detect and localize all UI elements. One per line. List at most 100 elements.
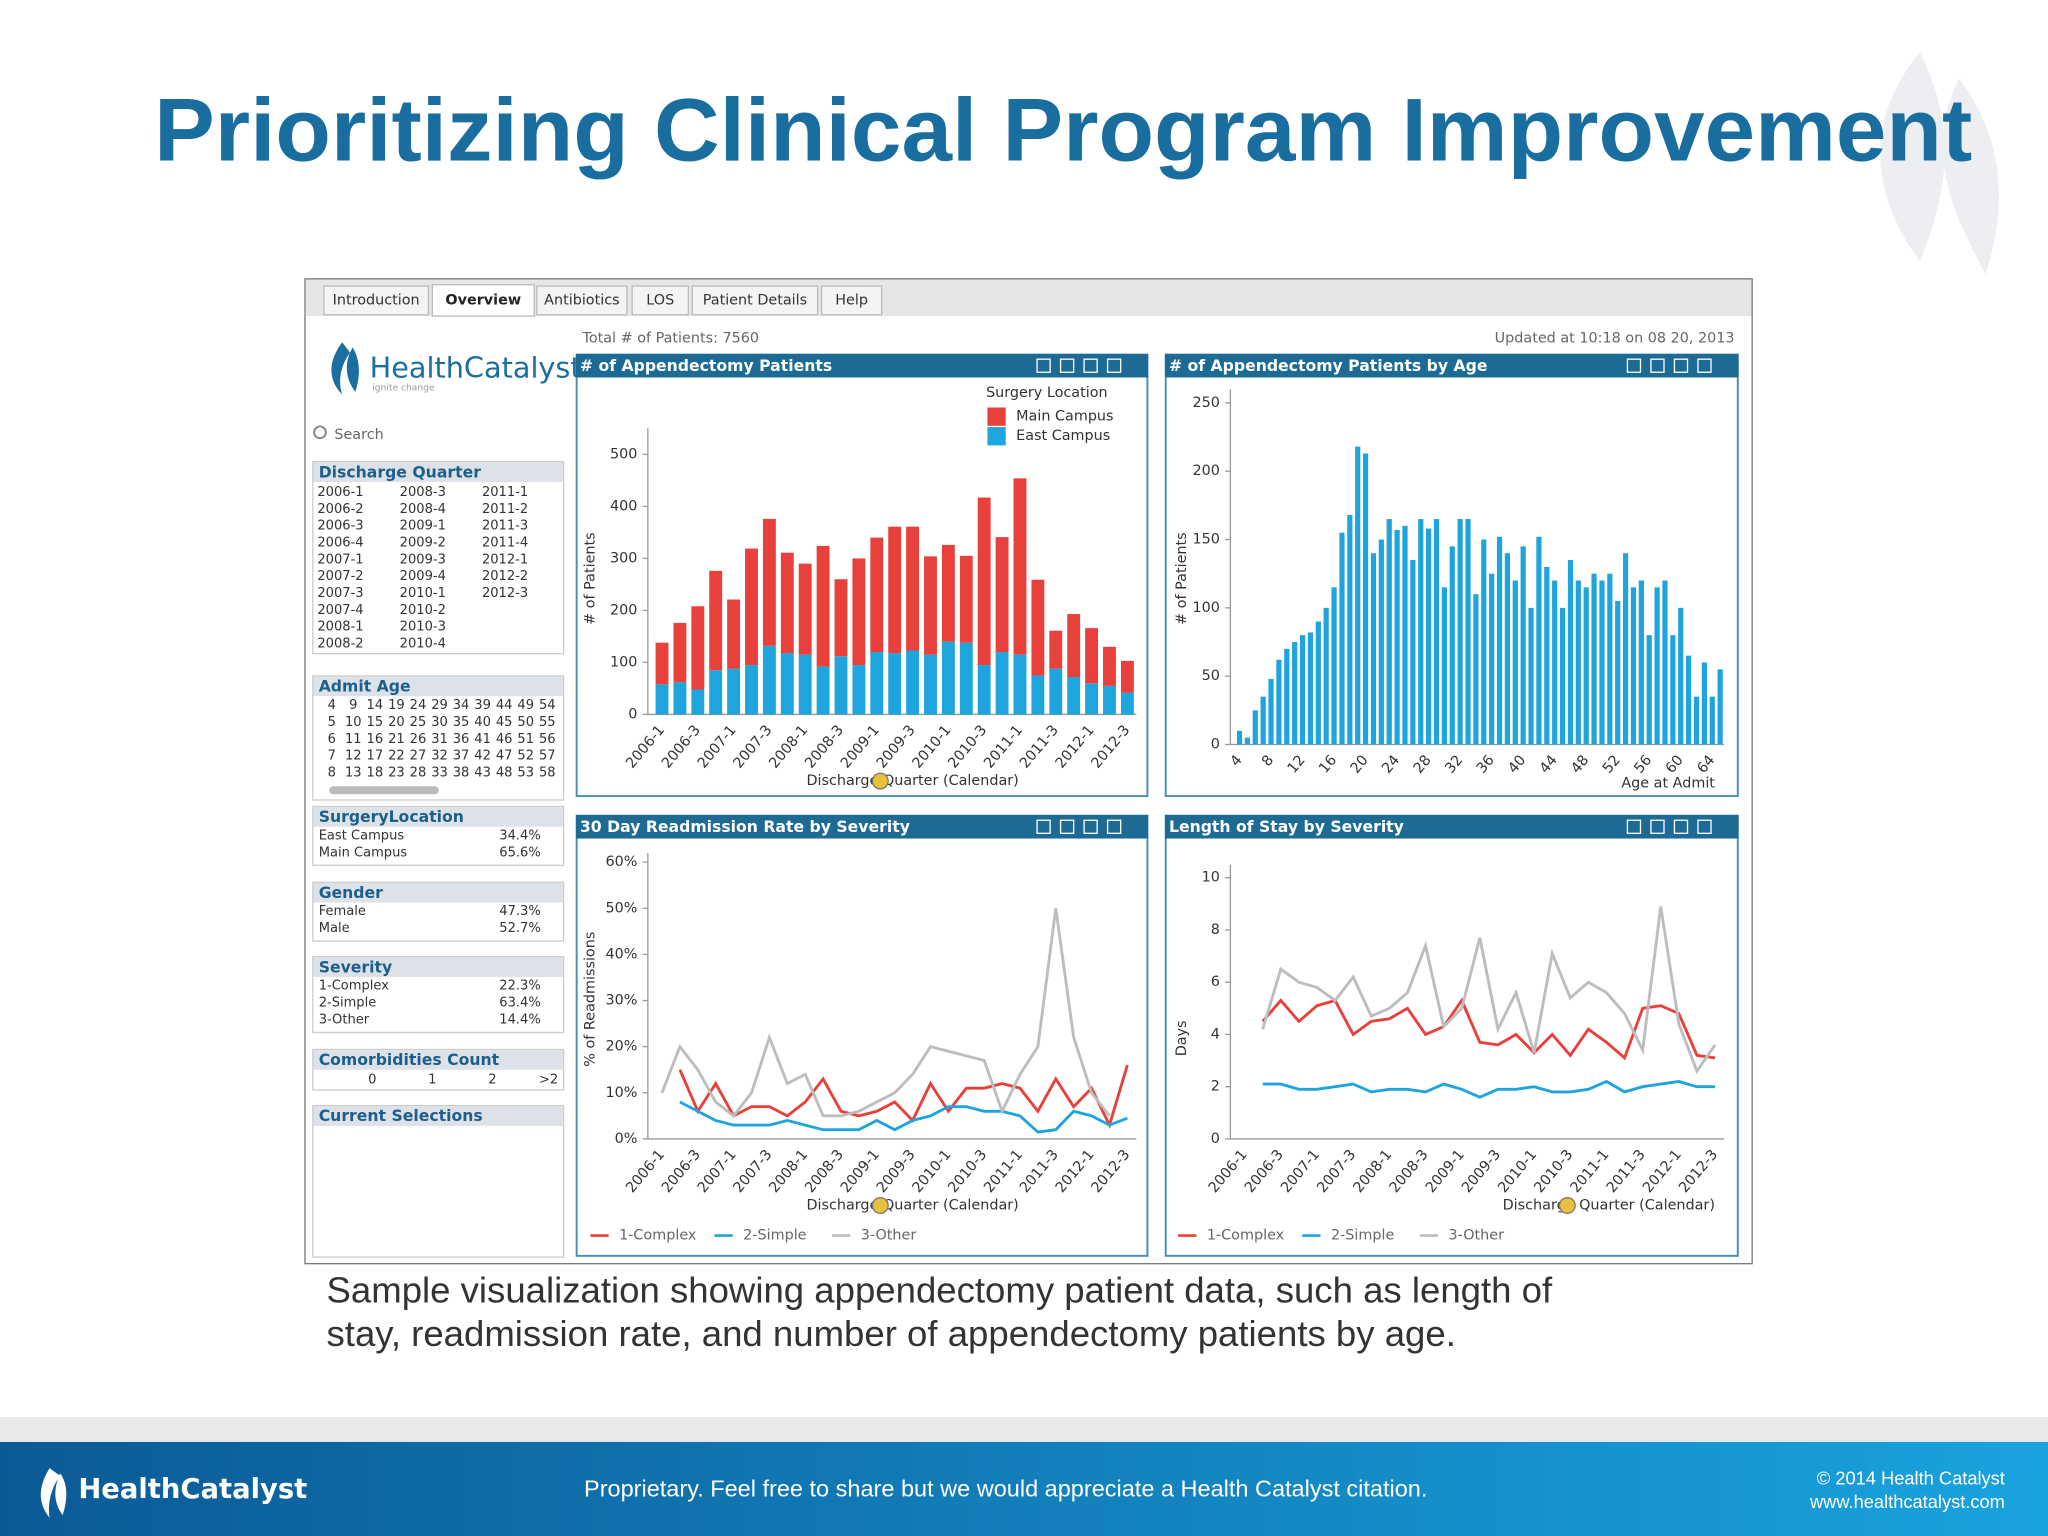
bar: [1378, 539, 1384, 745]
bar: [1347, 514, 1353, 745]
watermark: [1880, 52, 1999, 275]
bar: [1331, 587, 1337, 745]
filter-item: 29: [431, 698, 448, 713]
bar-segment: [888, 526, 902, 654]
bar-segment: [1103, 646, 1116, 686]
bar-segment: [1031, 579, 1045, 676]
bar: [1670, 635, 1676, 745]
tab-label[interactable]: LOS: [646, 292, 674, 308]
legend-label: 1-Complex: [1207, 1228, 1285, 1244]
bar-segment: [691, 606, 705, 690]
filter-item: 27: [410, 749, 427, 764]
bar: [1449, 546, 1455, 745]
tab-label[interactable]: Overview: [445, 292, 521, 308]
header-icon: [1059, 819, 1075, 834]
filter-item: 19: [388, 698, 405, 713]
tab[interactable]: [536, 285, 628, 316]
tab-label[interactable]: Introduction: [333, 292, 420, 308]
bar: [1433, 519, 1440, 745]
filter-item: 2008-4: [400, 502, 446, 517]
footer: [0, 1441, 2048, 1536]
y-tick-label: 0: [628, 706, 637, 722]
bar: [1323, 607, 1329, 745]
bar: [1544, 566, 1550, 745]
bar: [1504, 553, 1511, 745]
bar: [1339, 532, 1345, 745]
header-icon: [1650, 819, 1665, 834]
bar: [1654, 587, 1660, 745]
header-icon: [1697, 819, 1712, 834]
tab-label[interactable]: Help: [835, 292, 868, 308]
bar-segment: [941, 544, 955, 642]
filter-item: 52: [517, 749, 534, 764]
search[interactable]: Search: [334, 427, 383, 443]
filter-item: 18: [367, 766, 384, 781]
bar: [1646, 635, 1652, 745]
bar: [1386, 519, 1392, 745]
filter-item: 33: [431, 766, 448, 781]
filter-item: 2012-1: [482, 552, 528, 567]
x-axis-label: Discharge Quarter (Calendar): [806, 1198, 1018, 1214]
legend-label: 3-Other: [1448, 1228, 1504, 1244]
filter-box: [312, 675, 565, 801]
filter-item: 50: [517, 715, 534, 730]
bar: [1410, 560, 1416, 745]
filter-item: 3-Other: [319, 1013, 370, 1028]
tab-label[interactable]: Patient Details: [703, 292, 807, 308]
bar-segment: [798, 563, 812, 655]
chart-title: # of Appendectomy Patients by Age: [1169, 356, 1488, 375]
y-tick-label: 150: [1192, 532, 1219, 548]
chart-panel: [1164, 814, 1739, 1257]
series-line: [679, 1100, 1128, 1134]
chart-title: 30 Day Readmission Rate by Severity: [580, 817, 910, 836]
filter-item: 30: [431, 715, 448, 730]
y-tick-label: 50%: [605, 900, 637, 916]
x-axis-label: Age at Admit: [1621, 776, 1715, 792]
filter-item: 2010-2: [400, 603, 446, 618]
filter-item: 17: [367, 749, 384, 764]
chart-title: # of Appendectomy Patients: [580, 356, 832, 375]
filter-item: Main Campus: [319, 845, 408, 860]
tab[interactable]: [323, 285, 430, 316]
bar: [1607, 573, 1613, 745]
bar-segment: [780, 653, 794, 715]
bar-segment: [1103, 685, 1116, 715]
bar-segment: [995, 652, 1009, 715]
bar-segment: [995, 537, 1009, 653]
filter-item: 8: [328, 766, 336, 781]
series-line: [660, 908, 1111, 1118]
bar: [1481, 539, 1487, 745]
bar: [1441, 587, 1447, 745]
filter-item: 32: [431, 749, 448, 764]
bar: [1662, 580, 1668, 745]
tab[interactable]: [631, 285, 689, 316]
search-icon: [313, 425, 327, 440]
filter-item: 23: [388, 766, 405, 781]
calendar-icon: [1558, 1197, 1576, 1215]
filter-title: Admit Age: [319, 677, 411, 696]
filter-item: 2007-4: [317, 603, 363, 618]
tab-label[interactable]: Antibiotics: [544, 292, 619, 308]
chart-header: [576, 815, 1149, 839]
bar-segment: [1120, 692, 1134, 715]
bar: [1252, 710, 1258, 745]
y-tick-label: 200: [610, 602, 637, 618]
bar-segment: [1067, 614, 1081, 678]
filter-title: Severity: [319, 957, 393, 976]
filter-value: 47.3%: [499, 904, 540, 919]
series-line: [1262, 1079, 1716, 1099]
filter-item: 12: [345, 749, 362, 764]
filter-item: 28: [410, 766, 427, 781]
filter-item: 2011-2: [482, 502, 528, 517]
tab[interactable]: [691, 285, 819, 316]
tab[interactable]: [820, 285, 883, 316]
footer-copyright: © 2014 Health Catalyst: [1817, 1468, 2005, 1489]
tab[interactable]: [431, 284, 535, 317]
bar: [1418, 519, 1424, 745]
filter-item: 2012-2: [482, 569, 528, 584]
header-icon: [1697, 358, 1712, 373]
y-axis-label: # of Patients: [582, 532, 598, 624]
bar-segment: [816, 545, 830, 667]
legend-label: East Campus: [1016, 428, 1110, 444]
filter-item: 25: [410, 715, 427, 730]
